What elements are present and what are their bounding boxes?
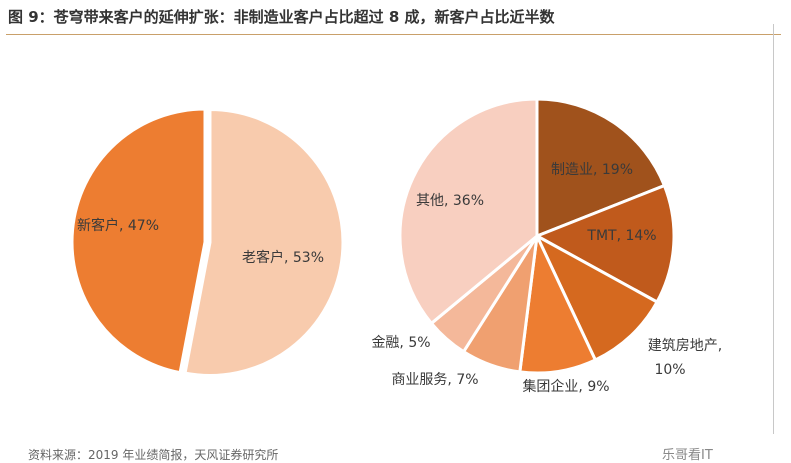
page-edge-line [773, 24, 774, 434]
industry-pie: 制造业, 19% TMT, 14% 建筑房地产, 10% 集团企业, 9% 商业服务, 7… [371, 97, 722, 395]
pie-slice-建筑房地产 [533, 232, 660, 362]
customer-type-pie: 老客户, 53% 新客户, 47% [70, 107, 345, 377]
slice-label-建筑房地产: 建筑房地产, [648, 338, 722, 354]
source-note: 资料来源：2019 年业绩简报，天风证券研究所 [28, 448, 279, 462]
pie-slice-制造业 [535, 97, 667, 239]
pie-slice-tmt [533, 183, 676, 305]
slice-label-金融: 金融, 5% [371, 335, 430, 351]
pie-slice-其他 [398, 97, 539, 326]
pie-slice-新客户 [70, 107, 207, 375]
figure-caption: 图 9：苍穹带来客户的延伸扩张：非制造业客户占比超过 8 成，新客户占比近半数 [8, 8, 555, 26]
caption-divider [6, 34, 781, 35]
watermark: 乐哥看IT [662, 448, 713, 463]
slice-label-tmt: TMT, 14% [586, 228, 656, 244]
slice-label-建筑房地产-line2: 10% [654, 362, 685, 378]
slice-label-制造业: 制造业, 19% [551, 162, 633, 178]
pie-slice-老客户 [183, 107, 345, 377]
slice-label-新客户: 新客户, 47% [77, 217, 159, 234]
slice-label-商业服务: 商业服务, 7% [391, 372, 478, 388]
slice-label-老客户: 老客户, 53% [242, 249, 324, 266]
slice-label-其他: 其他, 36% [416, 193, 484, 209]
slice-label-集团企业: 集团企业, 9% [522, 378, 609, 395]
